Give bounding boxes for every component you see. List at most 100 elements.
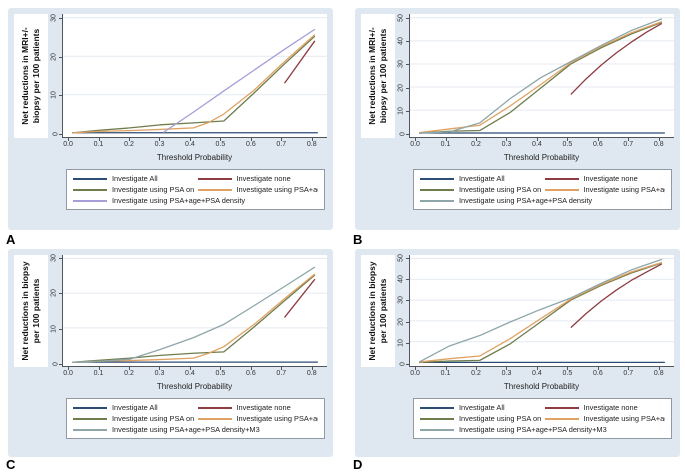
x-axis-ticks: 0.0 0.1 0.2 0.3 0.4 0.5 0.6 0.7 0.8	[62, 367, 327, 379]
x-tick-mark	[628, 367, 630, 370]
x-tick-label: 0.8	[306, 141, 317, 148]
y-axis-ticks: 0 10 20 30	[48, 254, 62, 367]
legend-label: Investigate using PSA+age	[236, 185, 319, 194]
legend-item-psa-age: Investigate using PSA+age	[544, 185, 666, 194]
x-tick-mark	[220, 367, 222, 370]
x-tick-mark	[129, 138, 130, 141]
y-tick-mark	[59, 95, 62, 97]
x-tick-mark	[476, 367, 477, 370]
y-tick-mark	[59, 293, 62, 295]
legend-label: Investigate All	[112, 174, 158, 183]
x-tick-label: 0.1	[93, 370, 104, 377]
legend-item-investigate-none: Investigate none	[544, 403, 666, 412]
legend-item-investigate-none: Investigate none	[544, 174, 666, 183]
y-axis-title-line2: per 100 patients	[378, 278, 388, 344]
x-tick-mark	[597, 367, 599, 370]
x-tick-label: 0.2	[471, 141, 481, 148]
legend-swatch-line	[544, 188, 579, 191]
x-tick-mark	[476, 138, 477, 141]
x-tick-mark	[281, 367, 283, 370]
x-tick-label: 0.2	[471, 370, 481, 377]
x-tick-mark	[415, 138, 417, 141]
legend-item-psa-age-density: Investigate using PSA+age+PSA density	[73, 196, 318, 205]
x-tick-label: 0.0	[63, 370, 73, 377]
y-tick-label: 10	[50, 324, 58, 333]
x-tick-label: 0.7	[276, 370, 287, 377]
panel-letter-d: D	[353, 456, 363, 472]
x-tick-label: 0.4	[185, 141, 195, 148]
legend-swatch-line	[420, 406, 454, 409]
x-tick-mark	[68, 138, 70, 141]
y-tick-mark	[406, 363, 409, 365]
legend-item-psa-only: Investigate using PSA only	[420, 185, 541, 194]
x-tick-mark	[628, 138, 630, 141]
legend: Investigate All Investigate none Investi…	[66, 169, 325, 210]
y-tick-label: 20	[50, 289, 58, 298]
panel-a-letter-row: A	[6, 230, 333, 249]
y-tick-label: 30	[50, 13, 58, 22]
panel-d-letter-row: D	[353, 456, 680, 472]
legend-swatch-line	[73, 177, 107, 180]
x-tick-mark	[445, 367, 447, 370]
legend-item-psa-age-density-m3: Investigate using PSA+age+PSA density+M3	[420, 425, 665, 434]
legend-swatch-line	[73, 417, 107, 420]
y-axis-title-line1: Net reductions in biopsy	[366, 261, 377, 361]
legend-swatch-line	[544, 177, 579, 180]
y-tick-label: 30	[397, 60, 405, 69]
y-tick-label: 0	[52, 132, 60, 137]
x-tick-mark	[567, 138, 569, 141]
y-tick-mark	[59, 328, 62, 330]
y-tick-label: 30	[50, 254, 58, 263]
plot-area	[409, 255, 674, 367]
panel-b: Net reductions in MRI+/- biopsy per 100 …	[355, 8, 680, 230]
x-tick-mark	[658, 367, 660, 370]
x-tick-mark	[597, 138, 599, 141]
y-tick-label: 40	[397, 37, 405, 45]
x-tick-mark	[567, 367, 569, 370]
panel-letter-a: A	[6, 232, 16, 247]
x-axis-ticks: 0.0 0.1 0.2 0.3 0.4 0.5 0.6 0.7 0.8	[62, 138, 327, 150]
legend-swatch-line	[544, 406, 579, 409]
panel-d: Net reductions in biopsy per 100 patient…	[355, 249, 680, 457]
legend-label: Investigate using PSA+age+PSA density	[112, 196, 246, 205]
x-tick-label: 0.6	[245, 141, 256, 148]
legend-swatch-line	[544, 417, 579, 420]
y-tick-label: 50	[397, 254, 405, 263]
y-tick-label: 20	[397, 83, 405, 92]
x-tick-mark	[506, 138, 508, 141]
legend-item-psa-age: Investigate using PSA+age	[544, 414, 665, 423]
legend-label: Investigate using PSA only	[112, 414, 194, 423]
x-tick-label: 0.8	[653, 141, 664, 148]
legend-swatch-line	[73, 199, 107, 202]
x-tick-label: 0.6	[592, 141, 603, 148]
legend-label: Investigate none	[583, 403, 638, 412]
x-tick-label: 0.5	[562, 370, 573, 377]
legend-item-investigate-all: Investigate All	[420, 403, 541, 412]
legend-label: Investigate using PSA only	[112, 185, 194, 194]
legend-item-investigate-none: Investigate none	[197, 403, 319, 412]
x-tick-label: 0.1	[440, 141, 451, 148]
y-tick-mark	[406, 258, 409, 260]
panel-b-letter-row: B	[353, 230, 680, 249]
x-tick-mark	[129, 367, 130, 370]
legend: Investigate All Investigate none Investi…	[413, 169, 672, 210]
x-tick-label: 0.6	[245, 370, 256, 377]
y-tick-label: 50	[397, 13, 405, 22]
legend-label: Investigate using PSA+age+PSA density+M3	[459, 425, 607, 434]
x-tick-label: 0.3	[501, 141, 512, 148]
x-axis-ticks: 0.0 0.1 0.2 0.3 0.4 0.5 0.6 0.7 0.8	[409, 138, 674, 150]
y-tick-label: 0	[399, 132, 407, 137]
legend-label: Investigate using PSA+age	[583, 185, 666, 194]
x-tick-label: 0.0	[63, 141, 73, 148]
x-axis-title: Threshold Probability	[156, 382, 233, 391]
line-chart	[410, 255, 674, 366]
line-chart	[410, 14, 674, 137]
x-tick-mark	[536, 367, 538, 370]
y-tick-mark	[406, 300, 409, 302]
x-tick-label: 0.2	[124, 141, 134, 148]
x-tick-label: 0.1	[440, 370, 451, 377]
legend: Investigate All Investigate none Investi…	[413, 398, 672, 439]
x-tick-mark	[98, 367, 100, 370]
y-tick-label: 20	[50, 52, 58, 61]
